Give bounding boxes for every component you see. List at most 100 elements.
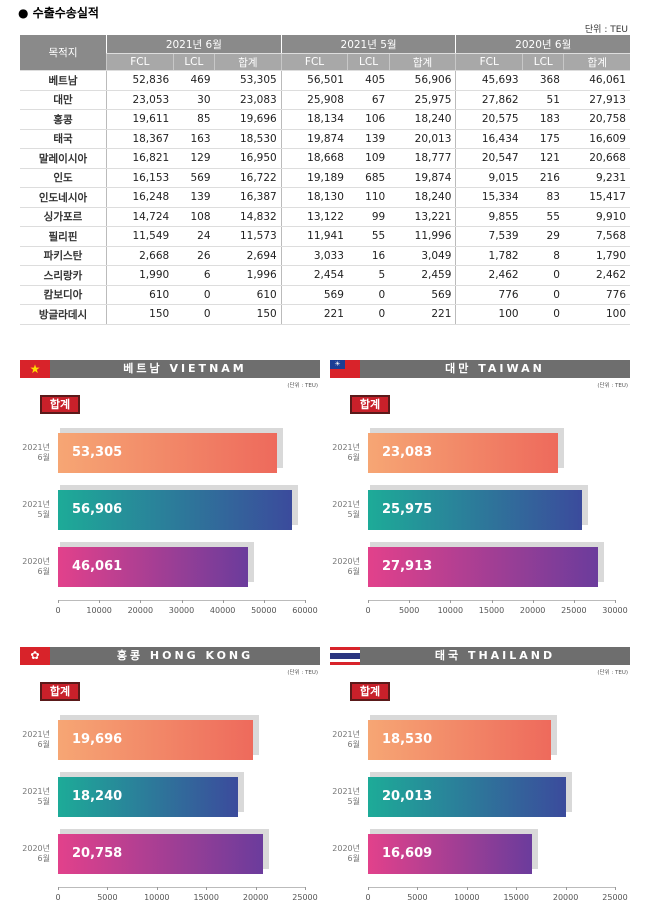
number-cell: 26 xyxy=(173,246,215,266)
bar xyxy=(368,433,559,473)
tick-mark xyxy=(491,600,493,603)
x-tick-label: 20000 xyxy=(552,893,579,902)
table-row: 태국 18,367 163 18,530 19,874 139 20,013 16,434 17… xyxy=(20,129,630,149)
number-cell: 0 xyxy=(522,265,564,286)
table-row: 싱가포르 14,724 108 14,832 13,122 99 13,221 9,855 55… xyxy=(20,207,630,227)
number-cell: 569 xyxy=(280,285,348,305)
number-cell: 1,990 xyxy=(106,265,174,286)
bar xyxy=(58,720,253,760)
number-cell: 18,134 xyxy=(280,109,348,130)
tick-mark xyxy=(516,887,518,890)
x-tick-label: 15000 xyxy=(478,606,505,615)
destination-cell: 스리랑카 xyxy=(20,265,107,286)
x-tick-label: 30000 xyxy=(168,606,195,615)
x-tick-label: 5000 xyxy=(97,893,118,902)
flag-thailand xyxy=(330,647,360,665)
number-cell: 16,722 xyxy=(214,168,282,188)
number-cell: 85 xyxy=(173,109,215,130)
value-label: 25,975 xyxy=(382,502,433,517)
number-cell: 6 xyxy=(173,265,215,286)
table-row: 대만 23,053 30 23,083 25,908 67 25,975 27,862 51 27… xyxy=(20,90,630,110)
number-cell: 221 xyxy=(280,304,348,325)
number-cell: 20,575 xyxy=(455,109,523,130)
tick-mark xyxy=(565,887,567,890)
number-cell: 83 xyxy=(522,187,564,208)
number-cell: 8 xyxy=(522,246,564,266)
tick-mark xyxy=(409,600,411,603)
table-row: 인도네시아 16,248 139 16,387 18,130 110 18,240 15,33… xyxy=(20,187,630,208)
number-cell: 29 xyxy=(522,226,564,247)
number-cell: 0 xyxy=(522,304,564,325)
destination-cell: 태국 xyxy=(20,129,107,149)
number-cell: 3,049 xyxy=(389,246,456,266)
number-cell: 25,908 xyxy=(280,90,348,110)
table-title: 수출수송실적 xyxy=(32,6,99,20)
tick-mark xyxy=(450,600,452,603)
category-label: 2021년 6월 xyxy=(22,443,50,462)
number-cell: 16 xyxy=(347,246,390,266)
number-cell: 150 xyxy=(106,304,174,325)
number-cell: 27,862 xyxy=(455,90,523,110)
number-cell: 18,240 xyxy=(389,187,456,208)
flag-vietnam: ★ xyxy=(20,360,50,378)
number-cell: 216 xyxy=(522,168,564,188)
number-cell: 13,221 xyxy=(389,207,456,227)
category-label: 2021년 6월 xyxy=(22,730,50,749)
destination-cell: 필리핀 xyxy=(20,226,107,247)
destination-cell: 캄보디아 xyxy=(20,285,107,305)
number-cell: 11,941 xyxy=(280,226,348,247)
bar xyxy=(58,547,248,587)
number-cell: 16,434 xyxy=(455,129,523,149)
tick-mark xyxy=(368,887,369,890)
number-cell: 23,083 xyxy=(214,90,282,110)
number-cell: 55 xyxy=(522,207,564,227)
flag-hongkong: ✿ xyxy=(20,647,50,665)
table-row: 인도 16,153 569 16,722 19,189 685 19,874 9,015 216… xyxy=(20,168,630,188)
badge: 합계 xyxy=(350,682,390,701)
badge: 합계 xyxy=(40,682,80,701)
number-cell: 20,013 xyxy=(389,129,456,149)
number-cell: 16,248 xyxy=(106,187,174,208)
axis-line xyxy=(58,887,305,888)
number-cell: 1,782 xyxy=(455,246,523,266)
destination-cell: 베트남 xyxy=(20,70,107,91)
x-tick-label: 15000 xyxy=(193,893,219,902)
number-cell: 469 xyxy=(173,70,215,91)
tick-mark xyxy=(368,600,369,603)
tick-mark xyxy=(417,887,419,890)
x-tick-label: 25000 xyxy=(602,893,628,902)
number-cell: 52,836 xyxy=(106,70,174,91)
category-label: 2021년 5월 xyxy=(22,787,50,806)
value-label: 16,609 xyxy=(382,846,433,861)
number-cell: 11,549 xyxy=(106,226,174,247)
x-tick-label: 5000 xyxy=(398,606,420,615)
number-cell: 11,573 xyxy=(214,226,282,247)
table-row: 홍콩 19,611 85 19,696 18,134 106 18,240 20,575 183… xyxy=(20,109,630,130)
number-cell: 1,790 xyxy=(563,246,630,266)
number-cell: 11,996 xyxy=(389,226,456,247)
number-cell: 100 xyxy=(563,304,630,325)
tick-mark xyxy=(107,887,109,890)
number-cell: 30 xyxy=(173,90,215,110)
number-cell: 13,122 xyxy=(280,207,348,227)
number-cell: 19,189 xyxy=(280,168,348,188)
number-cell: 183 xyxy=(522,109,564,130)
subheader-cell: FCL xyxy=(455,53,523,71)
number-cell: 99 xyxy=(347,207,390,227)
x-tick-label: 10000 xyxy=(454,893,480,902)
subheader-cell: FCL xyxy=(280,53,348,71)
tick-mark xyxy=(305,600,306,603)
chart-unit: (단위 : TEU) xyxy=(597,383,628,389)
x-tick-label: 25000 xyxy=(561,606,587,615)
chart-title: 베트남 VIETNAM xyxy=(50,360,320,378)
number-cell: 2,462 xyxy=(563,265,630,286)
chart-unit: (단위 : TEU) xyxy=(287,383,318,389)
tick-mark xyxy=(615,600,616,603)
number-cell: 9,855 xyxy=(455,207,523,227)
x-tick-label: 10000 xyxy=(144,893,170,902)
x-tick-label: 20000 xyxy=(519,606,546,615)
number-cell: 56,906 xyxy=(389,70,456,91)
number-cell: 7,568 xyxy=(563,226,630,247)
bar xyxy=(58,834,264,874)
category-label: 2021년 5월 xyxy=(332,500,360,519)
